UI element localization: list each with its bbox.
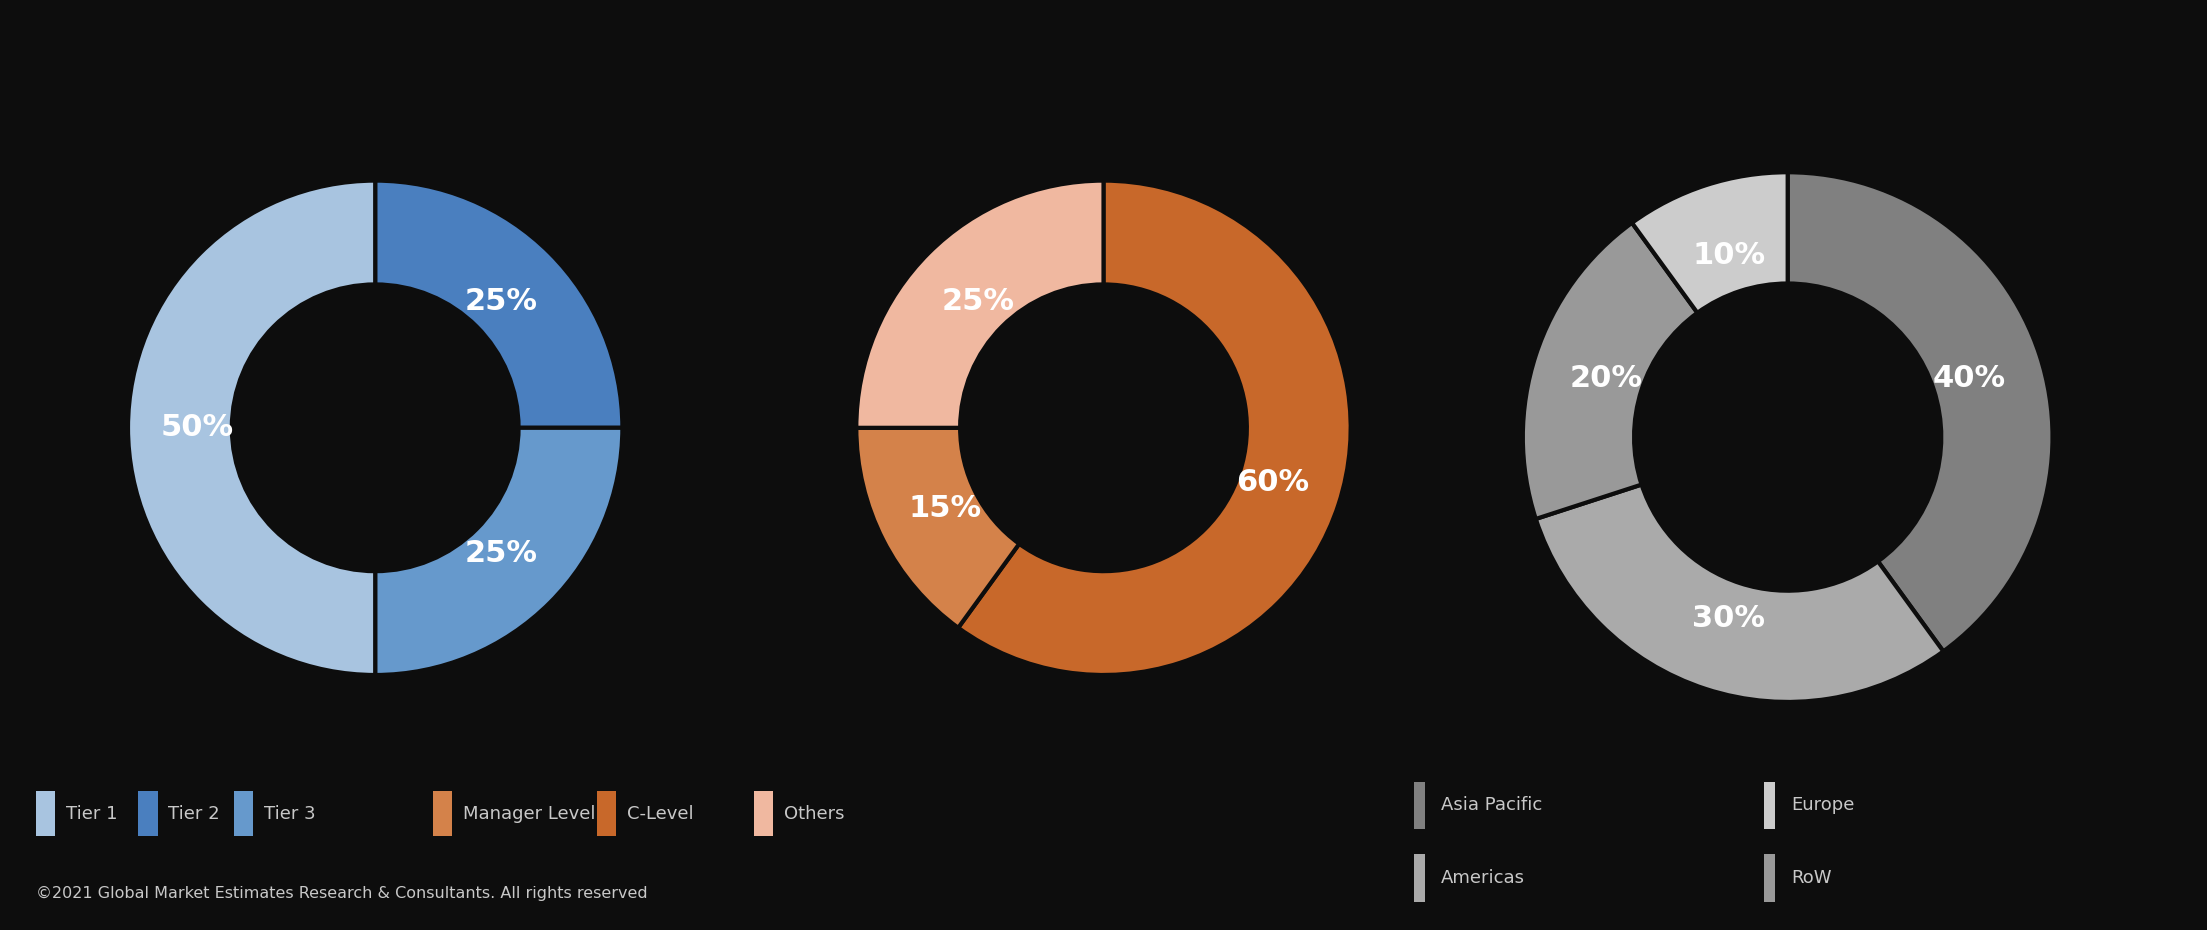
Wedge shape: [375, 428, 622, 675]
Text: 25%: 25%: [463, 539, 539, 568]
Text: 20%: 20%: [1569, 364, 1642, 392]
Text: 25%: 25%: [463, 287, 539, 316]
Text: 25%: 25%: [940, 287, 1015, 316]
Text: Tier 1: Tier 1: [66, 804, 117, 822]
FancyBboxPatch shape: [1763, 855, 1774, 902]
FancyBboxPatch shape: [596, 791, 616, 836]
Text: 40%: 40%: [1933, 364, 2006, 392]
Text: 30%: 30%: [1693, 604, 1766, 633]
Text: Tier 3: Tier 3: [265, 804, 316, 822]
Wedge shape: [128, 180, 375, 675]
Text: 50%: 50%: [161, 413, 234, 443]
Text: ©2021 Global Market Estimates Research & Consultants. All rights reserved: ©2021 Global Market Estimates Research &…: [35, 886, 647, 901]
Wedge shape: [1788, 172, 2053, 651]
Text: Europe: Europe: [1790, 796, 1854, 815]
Text: Tier 2: Tier 2: [168, 804, 221, 822]
Wedge shape: [856, 180, 1104, 428]
Text: 15%: 15%: [909, 494, 982, 523]
Wedge shape: [856, 428, 1020, 628]
FancyBboxPatch shape: [1415, 781, 1426, 829]
FancyBboxPatch shape: [755, 791, 772, 836]
Text: Manager Level: Manager Level: [463, 804, 596, 822]
Text: Others: Others: [783, 804, 845, 822]
Text: 10%: 10%: [1693, 241, 1766, 271]
Text: C-Level: C-Level: [627, 804, 693, 822]
FancyBboxPatch shape: [234, 791, 254, 836]
Text: Asia Pacific: Asia Pacific: [1441, 796, 1543, 815]
Wedge shape: [958, 180, 1351, 675]
Wedge shape: [1536, 485, 1944, 702]
FancyBboxPatch shape: [139, 791, 157, 836]
FancyBboxPatch shape: [35, 791, 55, 836]
FancyBboxPatch shape: [1415, 855, 1426, 902]
Text: Americas: Americas: [1441, 869, 1525, 887]
Wedge shape: [375, 180, 622, 428]
FancyBboxPatch shape: [1763, 781, 1774, 829]
Text: 60%: 60%: [1236, 469, 1309, 498]
Wedge shape: [1631, 172, 1788, 312]
FancyBboxPatch shape: [433, 791, 452, 836]
Wedge shape: [1523, 223, 1697, 519]
Text: RoW: RoW: [1790, 869, 1832, 887]
